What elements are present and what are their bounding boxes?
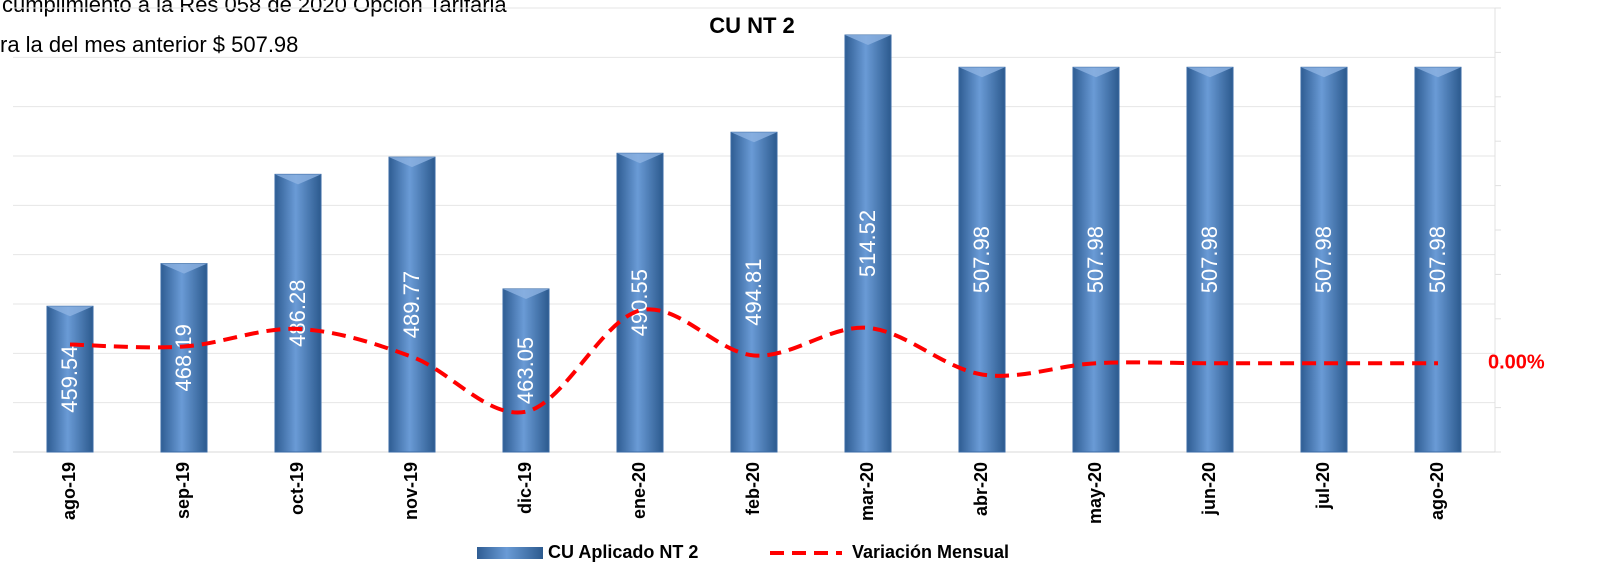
bar-top [47,306,93,317]
annotation: ra la del mes anterior $ 507.98 [0,32,298,57]
bar [730,131,778,453]
data-label: 507.98 [1083,226,1108,293]
bar-top [1301,67,1347,78]
data-label: 486.28 [285,280,310,347]
data-label: 490.55 [627,269,652,336]
data-label: 507.98 [1425,226,1450,293]
bar [844,34,892,453]
data-label: 468.19 [171,324,196,391]
data-label: 463.05 [513,337,538,404]
bar-top [731,132,777,143]
x-tick-label: oct-19 [287,462,307,515]
x-tick-label: dic-19 [515,462,535,514]
x-tick-label: mar-20 [857,462,877,521]
line [69,307,1438,415]
bar-top [959,67,1005,78]
data-label: 507.98 [969,226,994,293]
chart-title: CU NT 2 [709,13,795,38]
bar [616,152,664,453]
bar-top [389,157,435,168]
bar-top [503,288,549,299]
bar [1186,66,1234,453]
legend-label: CU Aplicado NT 2 [548,542,698,562]
bar-top [1187,67,1233,78]
data-label: 0.00% [1488,351,1545,373]
x-tick-label: jul-20 [1313,462,1333,510]
bar [388,156,436,453]
x-tick-label: ago-20 [1427,462,1447,520]
bar-top [275,174,321,185]
bar [160,263,208,453]
bar-top [161,263,207,274]
data-label: 489.77 [399,271,424,338]
bar-top [617,153,663,164]
legend-swatch [477,547,543,559]
bar [274,173,322,453]
bar-top [1073,67,1119,78]
x-tick-label: abr-20 [971,462,991,516]
x-tick-label: ene-20 [629,462,649,519]
bar [46,305,94,453]
x-tick-label: feb-20 [743,462,763,515]
data-label: 507.98 [1197,226,1222,293]
x-tick-label: may-20 [1085,462,1105,524]
x-tick-label: ago-19 [59,462,79,520]
x-tick-label: jun-20 [1199,462,1219,516]
data-label: 494.81 [741,258,766,325]
bar-top [1415,67,1461,78]
bar [1300,66,1348,453]
bar [1072,66,1120,453]
x-tick-label: nov-19 [401,462,421,520]
bar [1414,66,1462,453]
data-label: 459.54 [57,345,82,412]
data-label: 514.52 [855,210,880,277]
data-label: 507.98 [1311,226,1336,293]
bar [502,288,550,453]
x-tick-label: sep-19 [173,462,193,519]
bar-top [845,35,891,46]
legend-label: Variación Mensual [852,542,1009,562]
